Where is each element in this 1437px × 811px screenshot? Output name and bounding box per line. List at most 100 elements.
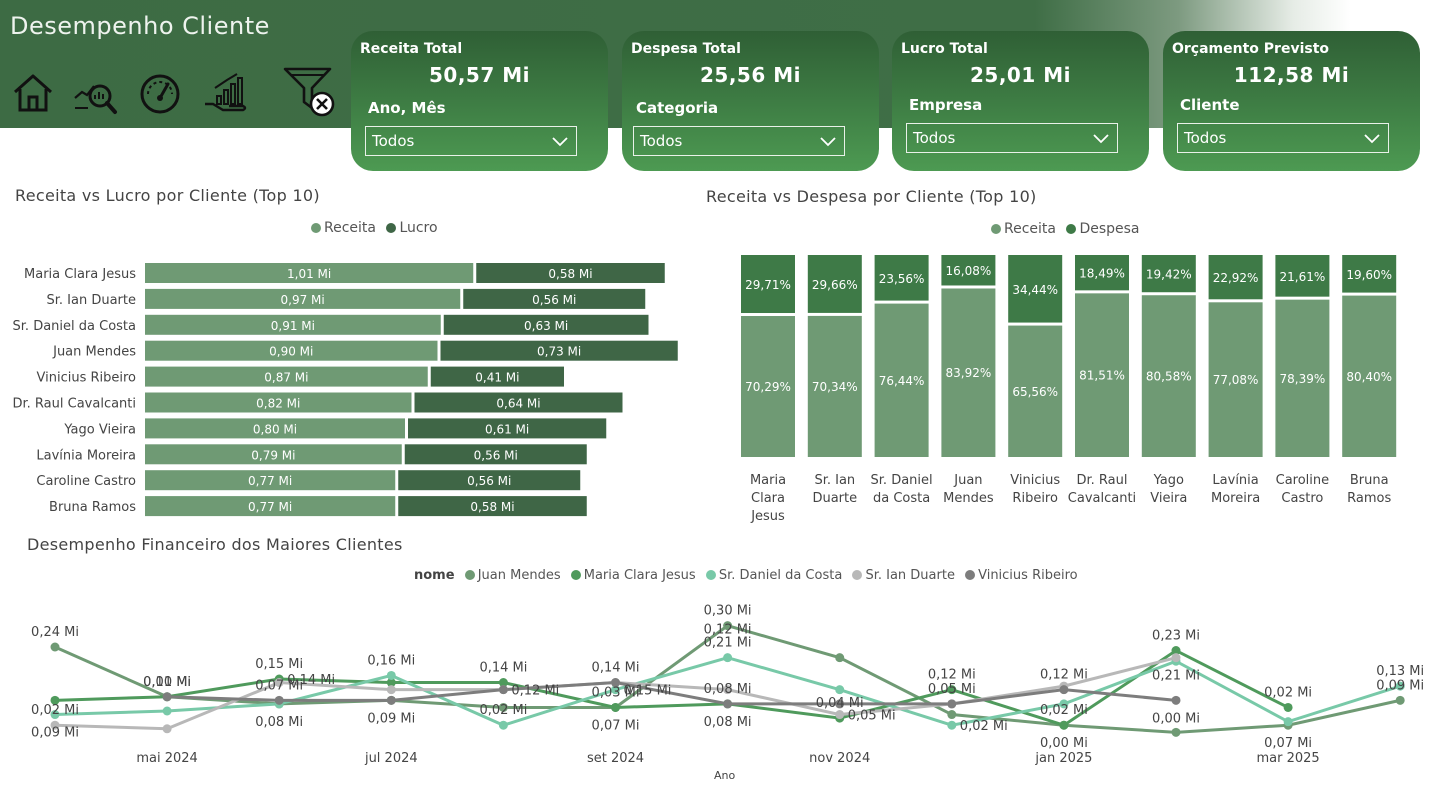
bar-despesa[interactable]	[1075, 255, 1129, 291]
bar-receita[interactable]	[741, 316, 795, 457]
legend-item-vinicius-ribeiro[interactable]: Vinicius Ribeiro	[959, 568, 1078, 583]
data-point[interactable]	[50, 695, 60, 705]
data-point[interactable]	[162, 724, 172, 734]
bar-receita[interactable]	[145, 392, 412, 413]
bar-receita[interactable]	[145, 288, 461, 309]
bar-despesa[interactable]	[1275, 255, 1330, 297]
series-line[interactable]	[167, 681, 1177, 706]
data-point[interactable]	[50, 720, 60, 730]
legend-item-juan-mendes[interactable]: Juan Mendes	[459, 568, 561, 583]
data-point[interactable]	[50, 710, 60, 720]
bar-receita[interactable]	[807, 315, 862, 457]
bar-despesa[interactable]	[1141, 255, 1196, 293]
bar-receita[interactable]	[145, 418, 405, 439]
bar-lucro[interactable]	[440, 340, 678, 361]
bar-despesa[interactable]	[1208, 255, 1263, 300]
home-icon[interactable]	[10, 70, 56, 116]
data-point[interactable]	[1171, 727, 1181, 737]
bar-receita[interactable]	[145, 470, 396, 491]
bar-despesa[interactable]	[1008, 255, 1063, 323]
speedometer-icon[interactable]	[137, 70, 183, 116]
legend-item-maria-clara-jesus[interactable]: Maria Clara Jesus	[565, 568, 696, 583]
bar-receita[interactable]	[941, 288, 996, 457]
bar-receita[interactable]	[145, 263, 474, 283]
empresa-dropdown[interactable]: Todos	[906, 123, 1118, 153]
data-point[interactable]	[611, 685, 620, 695]
data-point[interactable]	[1059, 720, 1069, 730]
series-line[interactable]	[54, 648, 1289, 727]
data-point[interactable]	[1059, 699, 1069, 709]
data-point[interactable]	[947, 720, 957, 730]
data-point[interactable]	[386, 678, 396, 688]
legend-item-sr-daniel-da-costa[interactable]: Sr. Daniel da Costa	[700, 568, 842, 583]
bar-receita[interactable]	[1342, 295, 1397, 457]
legend-item-sr-ian-duarte[interactable]: Sr. Ian Duarte	[846, 568, 955, 583]
data-point[interactable]	[723, 685, 733, 695]
growth-hand-chart-icon[interactable]	[203, 70, 249, 116]
analysis-magnifier-icon[interactable]	[72, 70, 118, 116]
bar-receita[interactable]	[1075, 293, 1129, 457]
data-point[interactable]	[386, 670, 396, 680]
bar-receita[interactable]	[145, 340, 438, 361]
data-point[interactable]	[1171, 646, 1181, 656]
data-point[interactable]	[835, 710, 845, 720]
data-point[interactable]	[1283, 702, 1293, 712]
data-point[interactable]	[835, 685, 845, 695]
data-point[interactable]	[723, 699, 733, 709]
data-point[interactable]	[162, 706, 172, 716]
bar-receita[interactable]	[1008, 325, 1063, 457]
data-point[interactable]	[498, 678, 508, 688]
data-point[interactable]	[723, 653, 733, 663]
data-point[interactable]	[947, 685, 957, 695]
data-point[interactable]	[274, 695, 284, 705]
legend-item-lucro[interactable]: Lucro	[380, 220, 438, 236]
bar-despesa[interactable]	[807, 255, 862, 313]
bar-receita[interactable]	[1275, 299, 1330, 457]
bar-receita[interactable]	[1208, 302, 1263, 457]
bar-lucro[interactable]	[463, 288, 646, 309]
data-point[interactable]	[835, 699, 845, 709]
data-point[interactable]	[498, 720, 508, 730]
cliente-dropdown[interactable]: Todos	[1177, 123, 1389, 153]
ano-mes-dropdown[interactable]: Todos	[365, 126, 577, 156]
data-point[interactable]	[947, 699, 957, 709]
bar-receita[interactable]	[145, 444, 402, 465]
data-point[interactable]	[498, 685, 508, 695]
data-point[interactable]	[498, 702, 508, 712]
data-point[interactable]	[386, 685, 396, 695]
data-point[interactable]	[274, 678, 284, 688]
bar-despesa[interactable]	[874, 255, 929, 301]
bar-despesa[interactable]	[1342, 255, 1397, 293]
data-point[interactable]	[1395, 681, 1405, 691]
categoria-dropdown[interactable]: Todos	[633, 126, 845, 156]
data-point[interactable]	[1059, 685, 1069, 695]
legend-item-despesa[interactable]: Despesa	[1060, 221, 1140, 237]
bar-receita[interactable]	[145, 366, 428, 387]
bar-receita[interactable]	[145, 496, 396, 517]
bar-despesa[interactable]	[741, 255, 795, 314]
legend-item-receita[interactable]: Receita	[305, 220, 376, 236]
data-point[interactable]	[386, 695, 396, 705]
bar-lucro[interactable]	[430, 366, 564, 387]
data-point[interactable]	[1171, 653, 1181, 663]
clear-filter-icon[interactable]	[282, 64, 338, 120]
bar-lucro[interactable]	[398, 496, 587, 517]
data-point[interactable]	[611, 702, 620, 712]
bar-receita[interactable]	[874, 303, 929, 457]
data-point[interactable]	[1395, 695, 1405, 705]
data-point[interactable]	[947, 710, 957, 720]
bar-lucro[interactable]	[414, 392, 623, 413]
legend-item-receita[interactable]: Receita	[985, 221, 1056, 237]
data-point[interactable]	[162, 692, 172, 702]
data-point[interactable]	[723, 621, 733, 631]
data-point[interactable]	[1283, 717, 1293, 727]
bar-lucro[interactable]	[408, 418, 607, 439]
bar-receita[interactable]	[1141, 295, 1196, 457]
bar-lucro[interactable]	[443, 314, 649, 335]
data-point[interactable]	[835, 653, 845, 663]
bar-lucro[interactable]	[398, 470, 581, 491]
data-point[interactable]	[50, 642, 60, 652]
bar-lucro[interactable]	[404, 444, 587, 465]
data-point[interactable]	[611, 678, 620, 688]
data-point[interactable]	[1171, 695, 1181, 705]
